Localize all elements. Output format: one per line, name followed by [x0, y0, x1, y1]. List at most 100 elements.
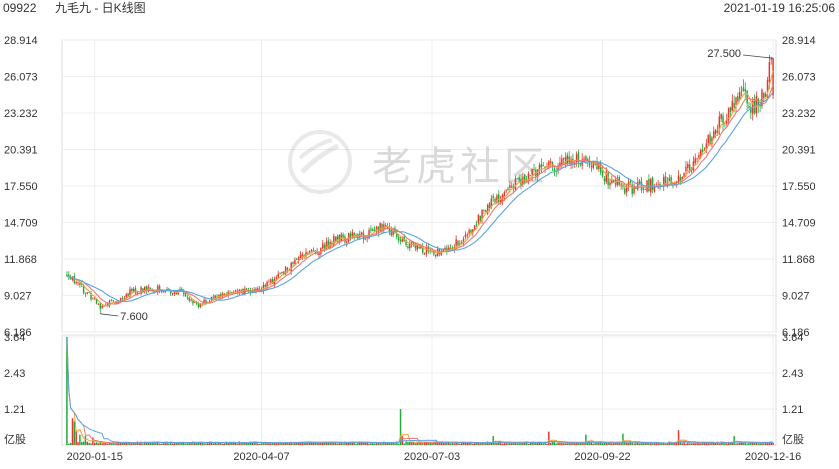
volume-bar	[718, 443, 721, 445]
candle-body	[145, 285, 148, 292]
volume-bar	[281, 442, 283, 445]
volume-bar	[716, 441, 719, 445]
candle-body	[264, 285, 266, 287]
volume-bar	[234, 442, 237, 445]
volume-bar	[661, 443, 663, 445]
volume-bar	[755, 443, 758, 445]
volume-bar	[121, 442, 124, 445]
low-label: 7.600	[120, 311, 148, 323]
volume-bar	[585, 434, 587, 445]
volume-bar	[370, 443, 372, 445]
volume-bar	[158, 443, 161, 445]
volume-bar	[586, 442, 589, 445]
volume-bar	[253, 441, 255, 445]
candle-body	[477, 214, 480, 224]
candle-body	[346, 241, 348, 243]
volume-bar	[212, 443, 215, 445]
volume-bar	[245, 442, 248, 445]
candle-body	[334, 236, 337, 241]
volume-bar	[562, 443, 565, 445]
volume-bar	[371, 441, 374, 445]
candle-body	[88, 292, 90, 293]
volume-bar	[197, 442, 200, 445]
date-axis: 2020-01-15 2020-04-07 2020-07-03 2020-09-22…	[67, 451, 802, 463]
candle-body	[245, 288, 248, 290]
volume-tick-label-left: 2.43	[4, 368, 25, 380]
volume-bar	[631, 443, 633, 445]
volume-bar	[605, 442, 608, 445]
candle-body	[144, 287, 146, 292]
volume-ma-line	[66, 336, 774, 444]
candle-body	[90, 293, 92, 300]
volume-bar	[360, 442, 363, 445]
volume-bar	[564, 442, 567, 445]
candle-body	[273, 279, 276, 285]
candle-body	[505, 190, 507, 192]
candle-body	[240, 289, 242, 291]
candle-body	[349, 234, 352, 238]
candle-body	[727, 108, 730, 120]
candle-body	[742, 87, 745, 91]
candle-body	[194, 302, 196, 303]
volume-bar	[405, 441, 407, 445]
candle-body	[71, 276, 74, 280]
candle-body	[692, 161, 695, 171]
volume-bar	[179, 443, 181, 445]
volume-bar	[416, 441, 418, 445]
candle-body	[405, 239, 407, 246]
volume-bar	[383, 441, 385, 445]
volume-bar	[422, 443, 424, 445]
volume-bar	[687, 442, 689, 445]
volume-bar	[496, 442, 498, 445]
volume-bar	[101, 443, 103, 445]
volume-bar	[477, 442, 480, 445]
volume-bar	[711, 442, 713, 445]
candle-body	[468, 230, 470, 234]
volume-bar	[540, 442, 543, 445]
volume-bar	[329, 441, 331, 445]
volume-bar	[596, 441, 598, 445]
volume-bar	[331, 442, 333, 445]
volume-bar	[338, 442, 341, 445]
candle-body	[412, 242, 415, 244]
candle-body	[698, 155, 700, 158]
candle-body	[125, 294, 127, 297]
volume-bar	[414, 443, 417, 445]
volume-bar	[69, 443, 72, 445]
volume-bar	[131, 443, 133, 445]
candle-body	[305, 251, 307, 257]
volume-bar	[590, 442, 593, 445]
candle-body	[97, 303, 100, 305]
candle-body	[296, 259, 298, 261]
volume-bar	[701, 442, 704, 445]
volume-bar	[160, 443, 163, 445]
volume-bar	[672, 443, 674, 445]
volume-bar	[446, 441, 448, 445]
volume-panel-frame	[61, 334, 777, 446]
candle-body	[531, 168, 533, 176]
volume-bar	[453, 443, 456, 445]
candle-body	[770, 58, 772, 60]
candle-body	[605, 171, 608, 183]
volume-bar	[698, 443, 700, 445]
candle-body	[542, 165, 544, 167]
volume-bar	[435, 441, 437, 445]
volume-bar	[662, 442, 665, 445]
volume-bar	[761, 442, 763, 445]
volume-bar	[740, 442, 743, 445]
volume-bar	[262, 443, 265, 445]
volume-bar	[551, 441, 554, 445]
candle-body	[377, 226, 380, 233]
candle-body	[464, 234, 467, 238]
candle-body	[175, 292, 178, 295]
candle-body	[370, 228, 372, 231]
volume-bar	[310, 442, 313, 445]
candle-body	[112, 300, 115, 302]
volume-bar	[559, 443, 561, 445]
candle-body	[68, 274, 70, 278]
candle-body	[427, 246, 430, 252]
volume-bar	[764, 441, 767, 445]
candle-body	[553, 168, 556, 172]
volume-bar	[505, 442, 507, 445]
volume-bar	[768, 441, 771, 445]
